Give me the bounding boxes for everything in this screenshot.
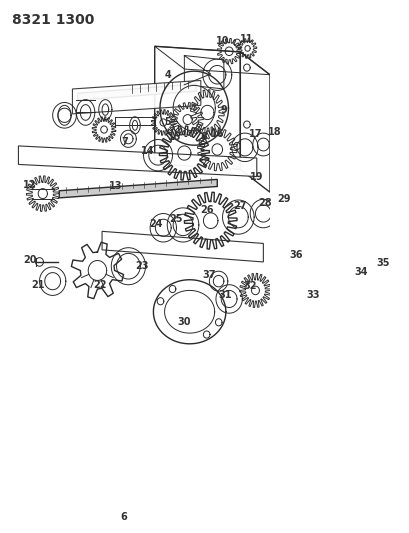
Text: 33: 33 [305, 290, 319, 301]
Polygon shape [18, 146, 256, 176]
Text: 14: 14 [141, 146, 155, 156]
Text: 22: 22 [93, 280, 107, 290]
Text: 37: 37 [202, 270, 216, 280]
Text: 25: 25 [169, 214, 183, 224]
Text: 8321 1300: 8321 1300 [12, 13, 94, 27]
Text: 17: 17 [248, 129, 262, 139]
Text: 26: 26 [200, 205, 213, 215]
Text: 8: 8 [200, 132, 207, 142]
Text: 27: 27 [233, 201, 247, 212]
Text: 7: 7 [121, 138, 128, 147]
Text: 34: 34 [353, 267, 366, 277]
Polygon shape [77, 84, 196, 100]
Polygon shape [59, 180, 217, 198]
Text: 5: 5 [164, 117, 171, 127]
Text: 21: 21 [31, 280, 45, 290]
Text: 35: 35 [375, 259, 389, 269]
Text: 29: 29 [277, 195, 290, 204]
Text: 4: 4 [164, 70, 171, 80]
Text: 20: 20 [23, 255, 36, 265]
Text: 6: 6 [120, 512, 127, 522]
Text: 31: 31 [218, 290, 231, 301]
Text: 12: 12 [23, 180, 36, 190]
Text: 19: 19 [249, 172, 263, 182]
Polygon shape [72, 80, 200, 114]
Text: 10: 10 [215, 36, 229, 46]
Text: 9: 9 [220, 106, 227, 115]
Text: 36: 36 [289, 250, 302, 260]
Text: 16: 16 [210, 129, 223, 139]
Text: 32: 32 [243, 281, 256, 291]
Text: 30: 30 [177, 318, 191, 327]
Text: 24: 24 [149, 219, 162, 229]
Text: 28: 28 [257, 198, 271, 208]
Text: 18: 18 [268, 127, 281, 136]
Text: 15: 15 [167, 132, 181, 142]
Text: 23: 23 [135, 261, 148, 271]
Text: 11: 11 [240, 34, 253, 44]
Text: 13: 13 [108, 182, 121, 191]
Polygon shape [102, 231, 263, 262]
